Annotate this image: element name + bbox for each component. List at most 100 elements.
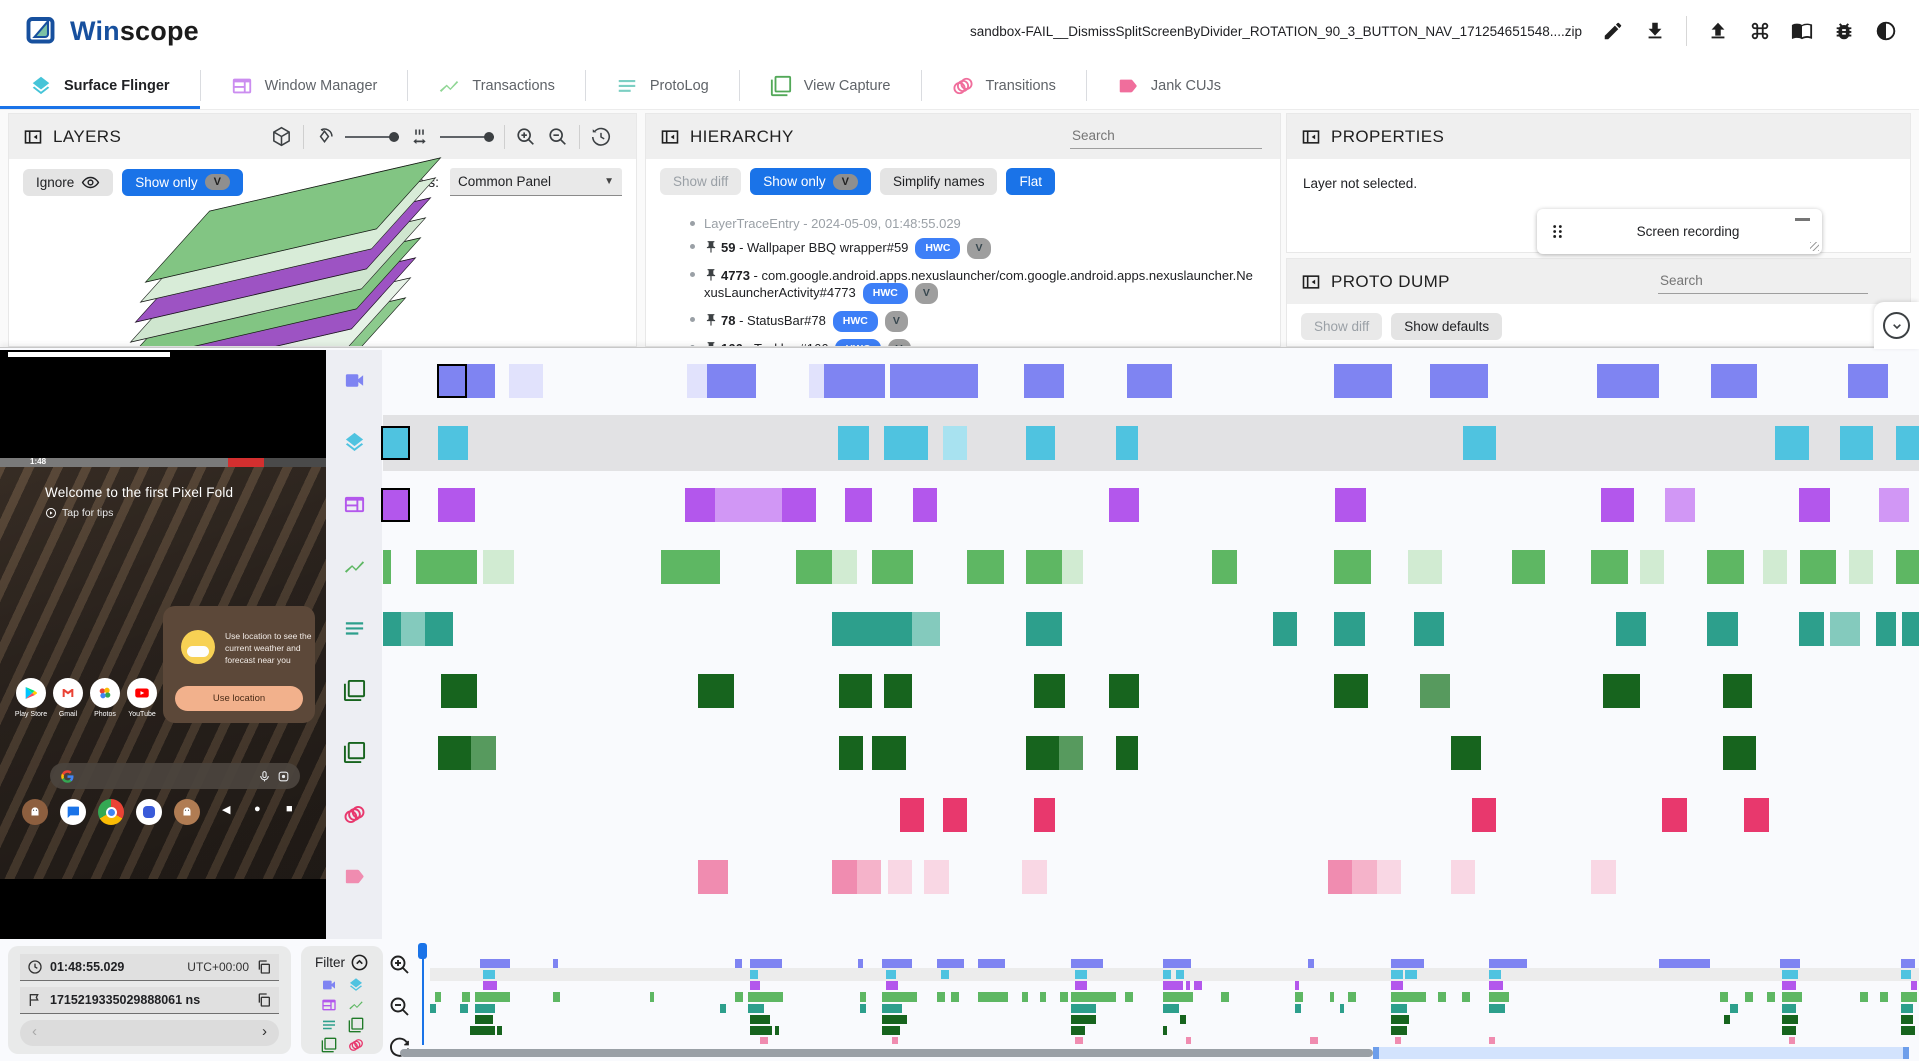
tree-node[interactable]: 59 - Wallpaper BBQ wrapper#59 HWC V — [690, 235, 1265, 263]
tree-node[interactable]: 78 - StatusBar#78 HWC V — [690, 308, 1265, 336]
view-capture-1-trace-block[interactable] — [1034, 674, 1065, 708]
recents-nav[interactable]: ■ — [286, 803, 293, 815]
screen-recording-trace-block[interactable] — [467, 364, 495, 398]
screen-recording-trace-block[interactable] — [1024, 364, 1064, 398]
view-capture-2-trace-block[interactable] — [471, 736, 496, 770]
app-icon-gmail[interactable] — [53, 678, 83, 708]
filter-squares-icon[interactable] — [321, 1037, 337, 1053]
filter-chart-icon[interactable] — [348, 997, 364, 1013]
minimize-button[interactable] — [1795, 218, 1810, 221]
pin-icon[interactable] — [704, 313, 718, 327]
transactions-trace-block[interactable] — [1849, 550, 1873, 584]
mini-timeline[interactable] — [430, 949, 1919, 1054]
screen-recording-trace-block[interactable] — [890, 364, 944, 398]
view-capture-1-trace-block[interactable] — [1109, 674, 1139, 708]
weather-widget[interactable]: Use location to see the current weather a… — [163, 606, 315, 723]
transactions-trace-block[interactable] — [1212, 550, 1237, 584]
protolog-trace-block[interactable] — [401, 612, 425, 646]
jank-cujs-trace-block[interactable] — [698, 860, 728, 894]
mic-icon[interactable] — [258, 770, 271, 783]
tab-surface-flinger[interactable]: Surface Flinger — [0, 62, 200, 109]
surface-flinger-trace-block[interactable] — [884, 426, 928, 460]
tab-window-manager[interactable]: Window Manager — [201, 62, 408, 109]
view-capture-1-trace-icon[interactable] — [343, 679, 366, 702]
show-only-v-chip[interactable]: Show only V — [122, 168, 243, 196]
screen-recording-trace-block[interactable] — [1597, 364, 1659, 398]
pin-icon[interactable] — [704, 268, 718, 282]
tree-root-entry[interactable]: LayerTraceEntry - 2024-05-09, 01:48:55.0… — [690, 212, 1265, 235]
window-manager-trace-block[interactable] — [1665, 488, 1695, 522]
spacing-slider[interactable] — [440, 131, 494, 143]
window-manager-trace-block[interactable] — [1335, 488, 1366, 522]
tree-node[interactable]: 4773 - com.google.android.apps.nexuslaun… — [690, 263, 1265, 308]
current-surface-flinger-trace-block[interactable] — [381, 426, 410, 460]
window-manager-trace-block[interactable] — [782, 488, 816, 522]
filter-swirl-icon[interactable] — [348, 1037, 364, 1053]
dark-mode-icon[interactable] — [1875, 20, 1897, 42]
transactions-trace-block[interactable] — [1512, 550, 1545, 584]
view-capture-2-trace-block[interactable] — [1116, 736, 1138, 770]
protolog-trace-icon[interactable] — [343, 617, 366, 640]
ignore-filter-chip[interactable]: Ignore — [23, 168, 114, 196]
home-nav[interactable]: ● — [254, 803, 261, 815]
view-capture-1-trace-block[interactable] — [839, 674, 872, 708]
jank-cujs-trace-block[interactable] — [888, 860, 912, 894]
screen-recording-trace-icon[interactable] — [343, 369, 366, 392]
taskbar-app-android-tv[interactable] — [174, 799, 200, 825]
next-entry-button[interactable]: › — [262, 1023, 267, 1040]
taskbar-app-android-box[interactable] — [22, 799, 48, 825]
show-diff-chip[interactable]: Show diff — [1301, 313, 1383, 340]
tree-node[interactable]: 166 - Taskbar#166 HWC V — [690, 336, 1265, 346]
zoom-range-handle-right[interactable] — [1903, 1047, 1909, 1059]
filter-camera-icon[interactable] — [321, 977, 337, 993]
zoom-range-track[interactable] — [400, 1049, 1373, 1057]
transactions-trace-block[interactable] — [796, 550, 832, 584]
rotation-slider[interactable] — [345, 131, 399, 143]
screen-recording-trace-block[interactable] — [944, 364, 978, 398]
zoom-out-icon[interactable] — [547, 126, 569, 148]
tab-protolog[interactable]: ProtoLog — [586, 62, 739, 109]
zoom-range-selection[interactable] — [1373, 1047, 1909, 1059]
surface-flinger-trace-block[interactable] — [1463, 426, 1496, 460]
filter-layers-icon[interactable] — [348, 977, 364, 993]
protolog-trace-block[interactable] — [1616, 612, 1646, 646]
surface-flinger-trace-block[interactable] — [838, 426, 869, 460]
use-location-button[interactable]: Use location — [175, 686, 303, 711]
reset-view-icon[interactable] — [590, 126, 612, 148]
screen-recording-trace-block[interactable] — [1127, 364, 1172, 398]
jank-cujs-trace-block[interactable] — [1352, 860, 1377, 894]
timeline-cursor-handle[interactable] — [418, 943, 427, 959]
window-manager-trace-block[interactable] — [1799, 488, 1830, 522]
upload-icon[interactable] — [1707, 20, 1729, 42]
pin-icon[interactable] — [704, 341, 718, 346]
zoom-range-handle-left[interactable] — [1373, 1047, 1379, 1059]
protolog-trace-block[interactable] — [425, 612, 453, 646]
tab-view-capture[interactable]: View Capture — [740, 62, 921, 109]
view-capture-1-trace-block[interactable] — [1420, 674, 1450, 708]
view-capture-1-trace-block[interactable] — [698, 674, 734, 708]
transactions-trace-block[interactable] — [483, 550, 514, 584]
jank-cujs-trace-block[interactable] — [924, 860, 949, 894]
protolog-trace-block[interactable] — [1026, 612, 1062, 646]
screen-recording-trace-block[interactable] — [509, 364, 543, 398]
ns-timestamp-field[interactable]: 1715219335029888061 ns — [20, 987, 279, 1014]
protolog-trace-block[interactable] — [1902, 612, 1919, 646]
download-icon[interactable] — [1644, 20, 1666, 42]
transitions-trace-icon[interactable] — [343, 803, 366, 826]
jank-cujs-trace-block[interactable] — [1328, 860, 1352, 894]
protolog-trace-block[interactable] — [1830, 612, 1860, 646]
transitions-trace-block[interactable] — [1472, 798, 1496, 832]
taskbar-app-messages[interactable] — [60, 799, 86, 825]
simplify-names-chip[interactable]: Simplify names — [879, 168, 998, 195]
jank-cujs-trace-icon[interactable] — [343, 865, 366, 888]
view-capture-1-trace-block[interactable] — [884, 674, 912, 708]
filter-lines-icon[interactable] — [321, 1017, 337, 1033]
surface-flinger-trace-block[interactable] — [1026, 426, 1055, 460]
transitions-trace-block[interactable] — [1662, 798, 1687, 832]
view-capture-1-trace-block[interactable] — [441, 674, 477, 708]
human-time-field[interactable]: 01:48:55.029 UTC+00:00 — [20, 954, 279, 981]
copy-icon[interactable] — [256, 992, 272, 1008]
protolog-trace-block[interactable] — [1334, 612, 1365, 646]
protolog-trace-block[interactable] — [869, 612, 912, 646]
transactions-trace-block[interactable] — [1707, 550, 1744, 584]
